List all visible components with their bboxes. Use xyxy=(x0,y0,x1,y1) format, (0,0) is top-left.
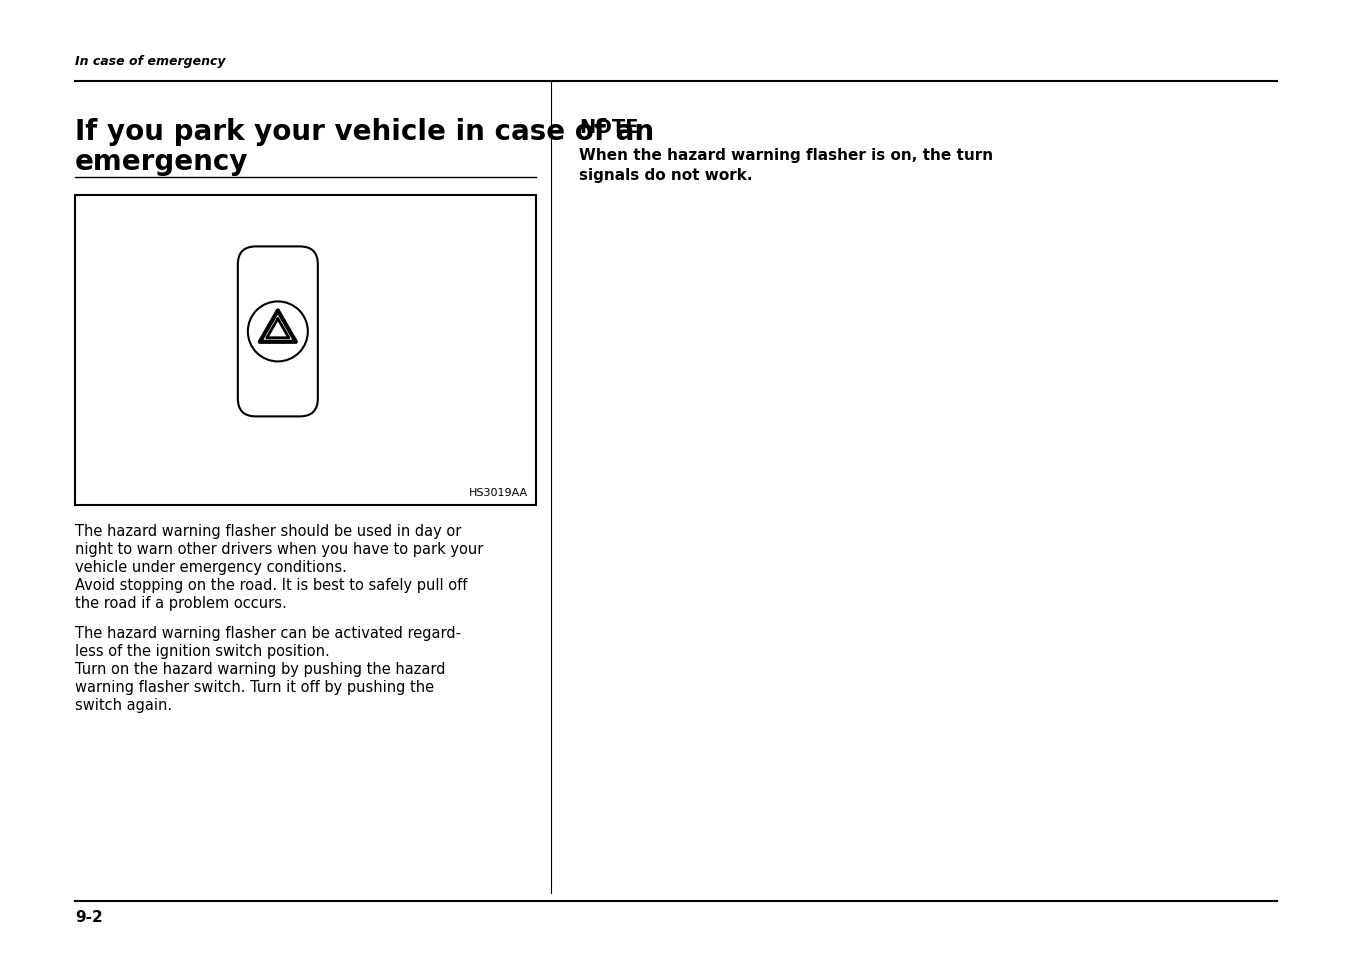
Text: NOTE: NOTE xyxy=(579,118,638,137)
Bar xyxy=(74,195,535,505)
Text: In case of emergency: In case of emergency xyxy=(74,55,226,68)
FancyBboxPatch shape xyxy=(238,247,318,417)
Text: Turn on the hazard warning by pushing the hazard: Turn on the hazard warning by pushing th… xyxy=(74,661,446,677)
Text: the road if a problem occurs.: the road if a problem occurs. xyxy=(74,596,287,610)
Text: vehicle under emergency conditions.: vehicle under emergency conditions. xyxy=(74,559,347,575)
Text: signals do not work.: signals do not work. xyxy=(579,168,753,183)
Text: warning flasher switch. Turn it off by pushing the: warning flasher switch. Turn it off by p… xyxy=(74,679,434,695)
Text: less of the ignition switch position.: less of the ignition switch position. xyxy=(74,643,330,659)
Text: 9-2: 9-2 xyxy=(74,909,103,924)
Text: HS3019AA: HS3019AA xyxy=(469,488,529,497)
Text: switch again.: switch again. xyxy=(74,698,172,712)
Text: If you park your vehicle in case of an: If you park your vehicle in case of an xyxy=(74,118,654,146)
Text: The hazard warning flasher can be activated regard-: The hazard warning flasher can be activa… xyxy=(74,625,461,640)
Text: The hazard warning flasher should be used in day or: The hazard warning flasher should be use… xyxy=(74,523,461,538)
Text: night to warn other drivers when you have to park your: night to warn other drivers when you hav… xyxy=(74,541,484,557)
Text: Avoid stopping on the road. It is best to safely pull off: Avoid stopping on the road. It is best t… xyxy=(74,578,468,593)
Text: emergency: emergency xyxy=(74,148,249,175)
Text: When the hazard warning flasher is on, the turn: When the hazard warning flasher is on, t… xyxy=(579,148,994,163)
Circle shape xyxy=(247,302,308,362)
